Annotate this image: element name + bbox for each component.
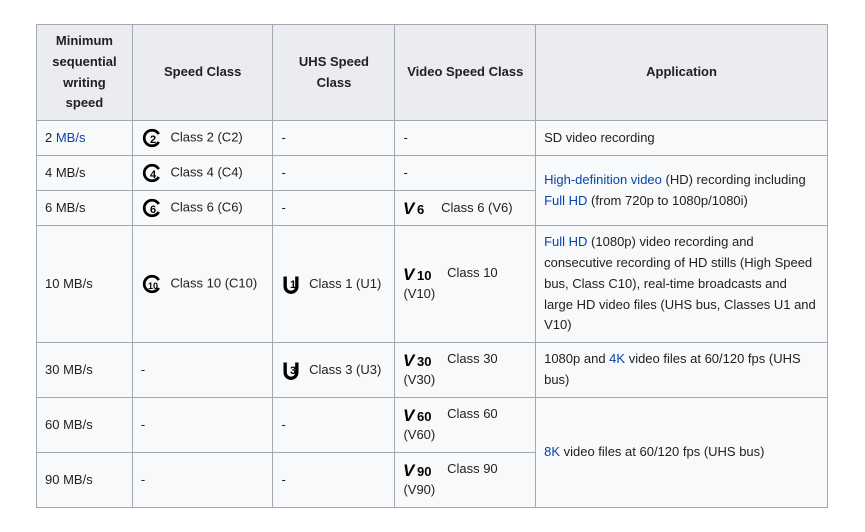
class-label: - [132,398,273,453]
svg-text:6: 6 [417,202,424,217]
full-hd-link[interactable]: Full HD [544,234,587,249]
svg-text:V: V [403,351,416,369]
uhs-label: Class 3 (U3) [309,362,381,377]
svg-text:V: V [403,199,416,217]
class-label: - [132,343,273,398]
class-label: Class 10 (C10) [171,276,258,291]
svg-text:10: 10 [148,281,158,291]
class-label: - [132,452,273,507]
class-v-icon: V30 [403,351,439,369]
uhs-label: - [273,398,395,453]
table-row: 10 MB/s 10 Class 10 (C10) 1 Class 1 (U1)… [37,226,828,343]
speed-class-table: Minimum sequential writing speed Speed C… [36,24,828,508]
class-label: Class 6 (C6) [171,200,243,215]
hd-video-link[interactable]: High-definition video [544,172,662,187]
4k-link[interactable]: 4K [609,351,625,366]
speed-value: 90 [45,472,63,487]
class-v-icon: V60 [403,406,439,424]
class-c-icon: 4 [141,162,163,184]
svg-text:3: 3 [290,365,296,377]
application-text: 8K video files at 60/120 fps (UHS bus) [536,398,828,508]
speed-value: 4 [45,165,56,180]
8k-link[interactable]: 8K [544,444,560,459]
app-text: (HD) recording including [662,172,806,187]
svg-text:10: 10 [417,268,431,283]
col-uhs-class: UHS Speed Class [273,25,395,121]
mbps-link[interactable]: MB/s [56,130,86,145]
uhs-label: - [273,121,395,156]
speed-value: 10 [45,276,63,291]
app-text: 1080p and [544,351,609,366]
svg-text:2: 2 [150,134,156,146]
class-c-icon: 10 [141,273,163,295]
svg-text:30: 30 [417,354,431,369]
speed-unit: MB/s [56,165,86,180]
col-speed-class: Speed Class [132,25,273,121]
svg-text:V: V [403,265,416,283]
speed-value: 30 [45,362,63,377]
col-application: Application [536,25,828,121]
speed-unit: MB/s [63,276,93,291]
uhs-label: Class 1 (U1) [309,276,381,291]
class-c-icon: 2 [141,127,163,149]
application-text: 1080p and 4K video files at 60/120 fps (… [536,343,828,398]
table-row: 2 MB/s 2 Class 2 (C2) - - SD video recor… [37,121,828,156]
class-v-icon: V90 [403,461,439,479]
speed-unit: MB/s [63,417,93,432]
video-label: Class 6 (V6) [441,200,513,215]
class-v-icon: V6 [403,199,433,217]
speed-unit: MB/s [56,200,86,215]
speed-value: 6 [45,200,56,215]
col-min-speed: Minimum sequential writing speed [37,25,133,121]
svg-text:90: 90 [417,464,431,479]
table-row: 4 MB/s 4 Class 4 (C4) - - High-definitio… [37,156,828,191]
table-row: 60 MB/s - - V60 Class 60 (V60) 8K video … [37,398,828,453]
app-text: (from 720p to 1080p/1080i) [587,193,747,208]
class-label: Class 2 (C2) [171,130,243,145]
svg-text:4: 4 [150,169,157,181]
class-label: Class 4 (C4) [171,165,243,180]
speed-unit: MB/s [63,362,93,377]
speed-unit: MB/s [63,472,93,487]
speed-value: 2 [45,130,56,145]
full-hd-link[interactable]: Full HD [544,193,587,208]
class-v-icon: V10 [403,265,439,283]
class-u-icon: 3 [281,360,301,380]
uhs-label: - [273,191,395,226]
application-text: Full HD (1080p) video recording and cons… [536,226,828,343]
application-text: SD video recording [536,121,828,156]
col-video-class: Video Speed Class [395,25,536,121]
uhs-label: - [273,452,395,507]
svg-text:6: 6 [150,204,156,216]
svg-text:V: V [403,461,416,479]
speed-value: 60 [45,417,63,432]
svg-text:V: V [403,406,416,424]
table-row: 30 MB/s - 3 Class 3 (U3) V30 Class 30 (V… [37,343,828,398]
class-c-icon: 6 [141,197,163,219]
table-header-row: Minimum sequential writing speed Speed C… [37,25,828,121]
app-text: video files at 60/120 fps (UHS bus) [560,444,765,459]
video-label: - [395,121,536,156]
video-label: - [395,156,536,191]
svg-text:1: 1 [290,279,296,291]
svg-text:60: 60 [417,409,431,424]
application-text: High-definition video (HD) recording inc… [536,156,828,226]
class-u-icon: 1 [281,274,301,294]
uhs-label: - [273,156,395,191]
